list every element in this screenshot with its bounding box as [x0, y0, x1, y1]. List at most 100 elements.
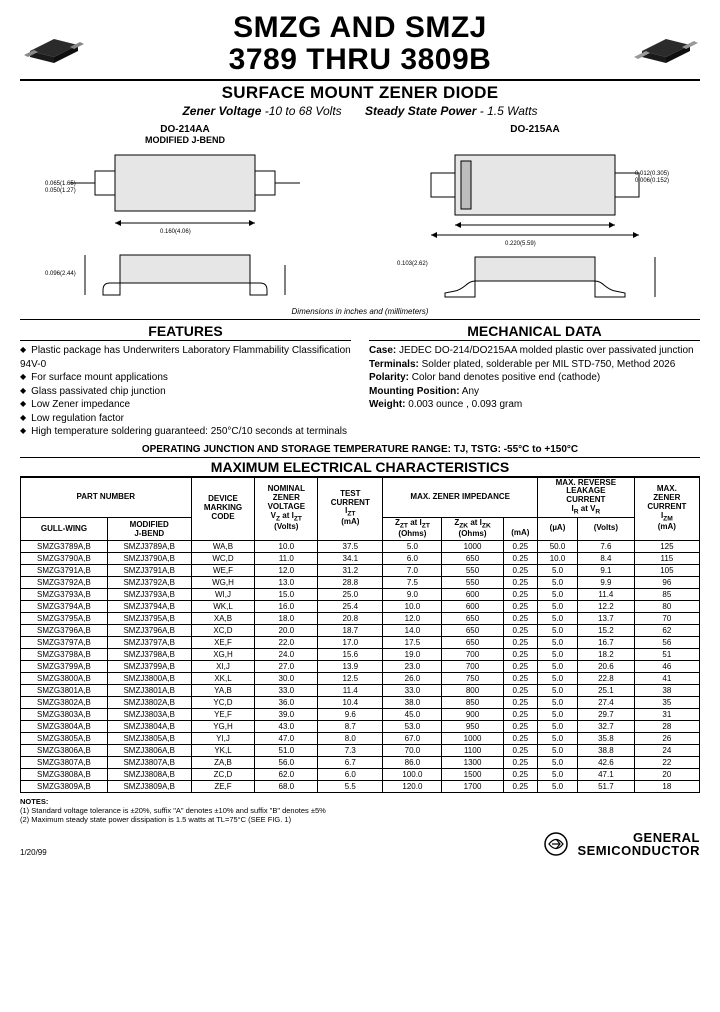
- header: SMZG AND SMZJ 3789 THRU 3809B: [20, 12, 700, 75]
- table-cell: SMZJ3805A,B: [107, 732, 191, 744]
- table-cell: 1700: [442, 780, 503, 792]
- table-cell: 9.6: [318, 708, 383, 720]
- table-cell: 67.0: [383, 732, 442, 744]
- title-line2: 3789 THRU 3809B: [98, 44, 622, 76]
- pkg-left-drawing: 0.065(1.65) 0.050(1.27) 0.160(4.06) 0.09…: [20, 145, 350, 305]
- mech-case-k: Case:: [369, 345, 396, 356]
- table-cell: SMZJ3796A,B: [107, 624, 191, 636]
- table-cell: 5.0: [383, 540, 442, 552]
- mech-mount-v: Any: [462, 386, 479, 397]
- spec-voltage-value: -10 to 68 Volts: [265, 104, 342, 118]
- table-cell: YK,L: [191, 744, 255, 756]
- table-cell: SMZG3796A,B: [21, 624, 108, 636]
- table-cell: 28: [634, 720, 699, 732]
- table-cell: 8.0: [318, 732, 383, 744]
- table-cell: 0.25: [503, 576, 537, 588]
- table-cell: 6.0: [318, 768, 383, 780]
- table-cell: 20.6: [578, 660, 635, 672]
- th-zzt: ZZT at IZT(Ohms): [383, 517, 442, 540]
- table-cell: 20.8: [318, 612, 383, 624]
- subtitle: SURFACE MOUNT ZENER DIODE: [20, 83, 700, 103]
- table-cell: 31.2: [318, 564, 383, 576]
- table-cell: 25.1: [578, 684, 635, 696]
- table-row: SMZG3809A,BSMZJ3809A,BZE,F68.05.5120.017…: [21, 780, 700, 792]
- table-cell: SMZJ3800A,B: [107, 672, 191, 684]
- table-cell: 650: [442, 624, 503, 636]
- table-cell: SMZJ3792A,B: [107, 576, 191, 588]
- table-cell: 900: [442, 708, 503, 720]
- table-cell: 23.0: [383, 660, 442, 672]
- table-cell: SMZJ3801A,B: [107, 684, 191, 696]
- table-cell: 100.0: [383, 768, 442, 780]
- table-cell: 9.1: [578, 564, 635, 576]
- svg-text:0.220(5.59): 0.220(5.59): [505, 241, 536, 247]
- th-gullwing: GULL-WING: [21, 517, 108, 540]
- table-row: SMZG3798A,BSMZJ3798A,BXG,H24.015.619.070…: [21, 648, 700, 660]
- table-cell: 42.6: [578, 756, 635, 768]
- pkg-right-drawing: 0.220(5.59) 0.012(0.305) 0.006(0.152) 0.…: [370, 145, 700, 305]
- table-cell: 5.0: [537, 660, 577, 672]
- table-row: SMZG3806A,BSMZJ3806A,BYK,L51.07.370.0110…: [21, 744, 700, 756]
- divider: [20, 319, 700, 320]
- table-cell: SMZJ3794A,B: [107, 600, 191, 612]
- table-cell: SMZJ3793A,B: [107, 588, 191, 600]
- table-cell: SMZJ3791A,B: [107, 564, 191, 576]
- table-cell: 0.25: [503, 684, 537, 696]
- mech-term-v: Solder plated, solderable per MIL STD-75…: [422, 359, 676, 370]
- pkg-left-sub: MODIFIED J-BEND: [20, 135, 350, 145]
- mech-mount-k: Mounting Position:: [369, 386, 460, 397]
- operating-range: OPERATING JUNCTION AND STORAGE TEMPERATU…: [20, 444, 700, 455]
- table-cell: 15.6: [318, 648, 383, 660]
- table-cell: 37.5: [318, 540, 383, 552]
- table-cell: 7.5: [383, 576, 442, 588]
- table-cell: 600: [442, 588, 503, 600]
- table-cell: 1000: [442, 540, 503, 552]
- table-cell: 24.0: [255, 648, 318, 660]
- feature-item: Low regulation factor: [20, 412, 351, 426]
- table-cell: 650: [442, 612, 503, 624]
- table-row: SMZG3803A,BSMZJ3803A,BYE,F39.09.645.0900…: [21, 708, 700, 720]
- table-cell: XG,H: [191, 648, 255, 660]
- table-cell: 31: [634, 708, 699, 720]
- notes: NOTES: (1) Standard voltage tolerance is…: [20, 797, 700, 825]
- mech-data: Case: JEDEC DO-214/DO215AA molded plasti…: [369, 344, 700, 412]
- table-cell: SMZG3804A,B: [21, 720, 108, 732]
- notes-head: NOTES:: [20, 797, 700, 806]
- pkg-left-title: DO-214AA: [20, 124, 350, 135]
- table-cell: SMZJ3798A,B: [107, 648, 191, 660]
- table-cell: 35: [634, 696, 699, 708]
- table-cell: 5.0: [537, 732, 577, 744]
- table-cell: 10.4: [318, 696, 383, 708]
- table-cell: 20.0: [255, 624, 318, 636]
- table-cell: SMZG3801A,B: [21, 684, 108, 696]
- table-cell: XI,J: [191, 660, 255, 672]
- th-leak: MAX. REVERSELEAKAGECURRENTIR at VR: [537, 477, 634, 517]
- th-ir: (µA): [537, 517, 577, 540]
- feature-item: Glass passivated chip junction: [20, 385, 351, 399]
- table-cell: 26.0: [383, 672, 442, 684]
- table-cell: 5.0: [537, 684, 577, 696]
- chip-icon-left: [20, 21, 88, 67]
- company-logo: GENERAL SEMICONDUCTOR: [543, 831, 700, 857]
- note-2: (2) Maximum steady state power dissipati…: [20, 815, 700, 824]
- table-cell: SMZJ3799A,B: [107, 660, 191, 672]
- feature-item: High temperature soldering guaranteed: 2…: [20, 425, 351, 439]
- table-cell: 550: [442, 576, 503, 588]
- features-head: FEATURES: [20, 323, 351, 341]
- table-row: SMZG3802A,BSMZJ3802A,BYC,D36.010.438.085…: [21, 696, 700, 708]
- table-cell: 1000: [442, 732, 503, 744]
- table-cell: 950: [442, 720, 503, 732]
- table-cell: 45.0: [383, 708, 442, 720]
- th-imp: MAX. ZENER IMPEDANCE: [383, 477, 538, 517]
- table-cell: 15.0: [255, 588, 318, 600]
- table-row: SMZG3805A,BSMZJ3805A,BYI,J47.08.067.0100…: [21, 732, 700, 744]
- table-cell: 47.1: [578, 768, 635, 780]
- table-cell: 0.25: [503, 780, 537, 792]
- table-cell: 11.4: [318, 684, 383, 696]
- table-cell: 8.4: [578, 552, 635, 564]
- table-cell: SMZJ3808A,B: [107, 768, 191, 780]
- mech-pol-v: Color band denotes positive end (cathode…: [412, 372, 600, 383]
- table-row: SMZG3801A,BSMZJ3801A,BYA,B33.011.433.080…: [21, 684, 700, 696]
- table-cell: 56.0: [255, 756, 318, 768]
- table-cell: 34.1: [318, 552, 383, 564]
